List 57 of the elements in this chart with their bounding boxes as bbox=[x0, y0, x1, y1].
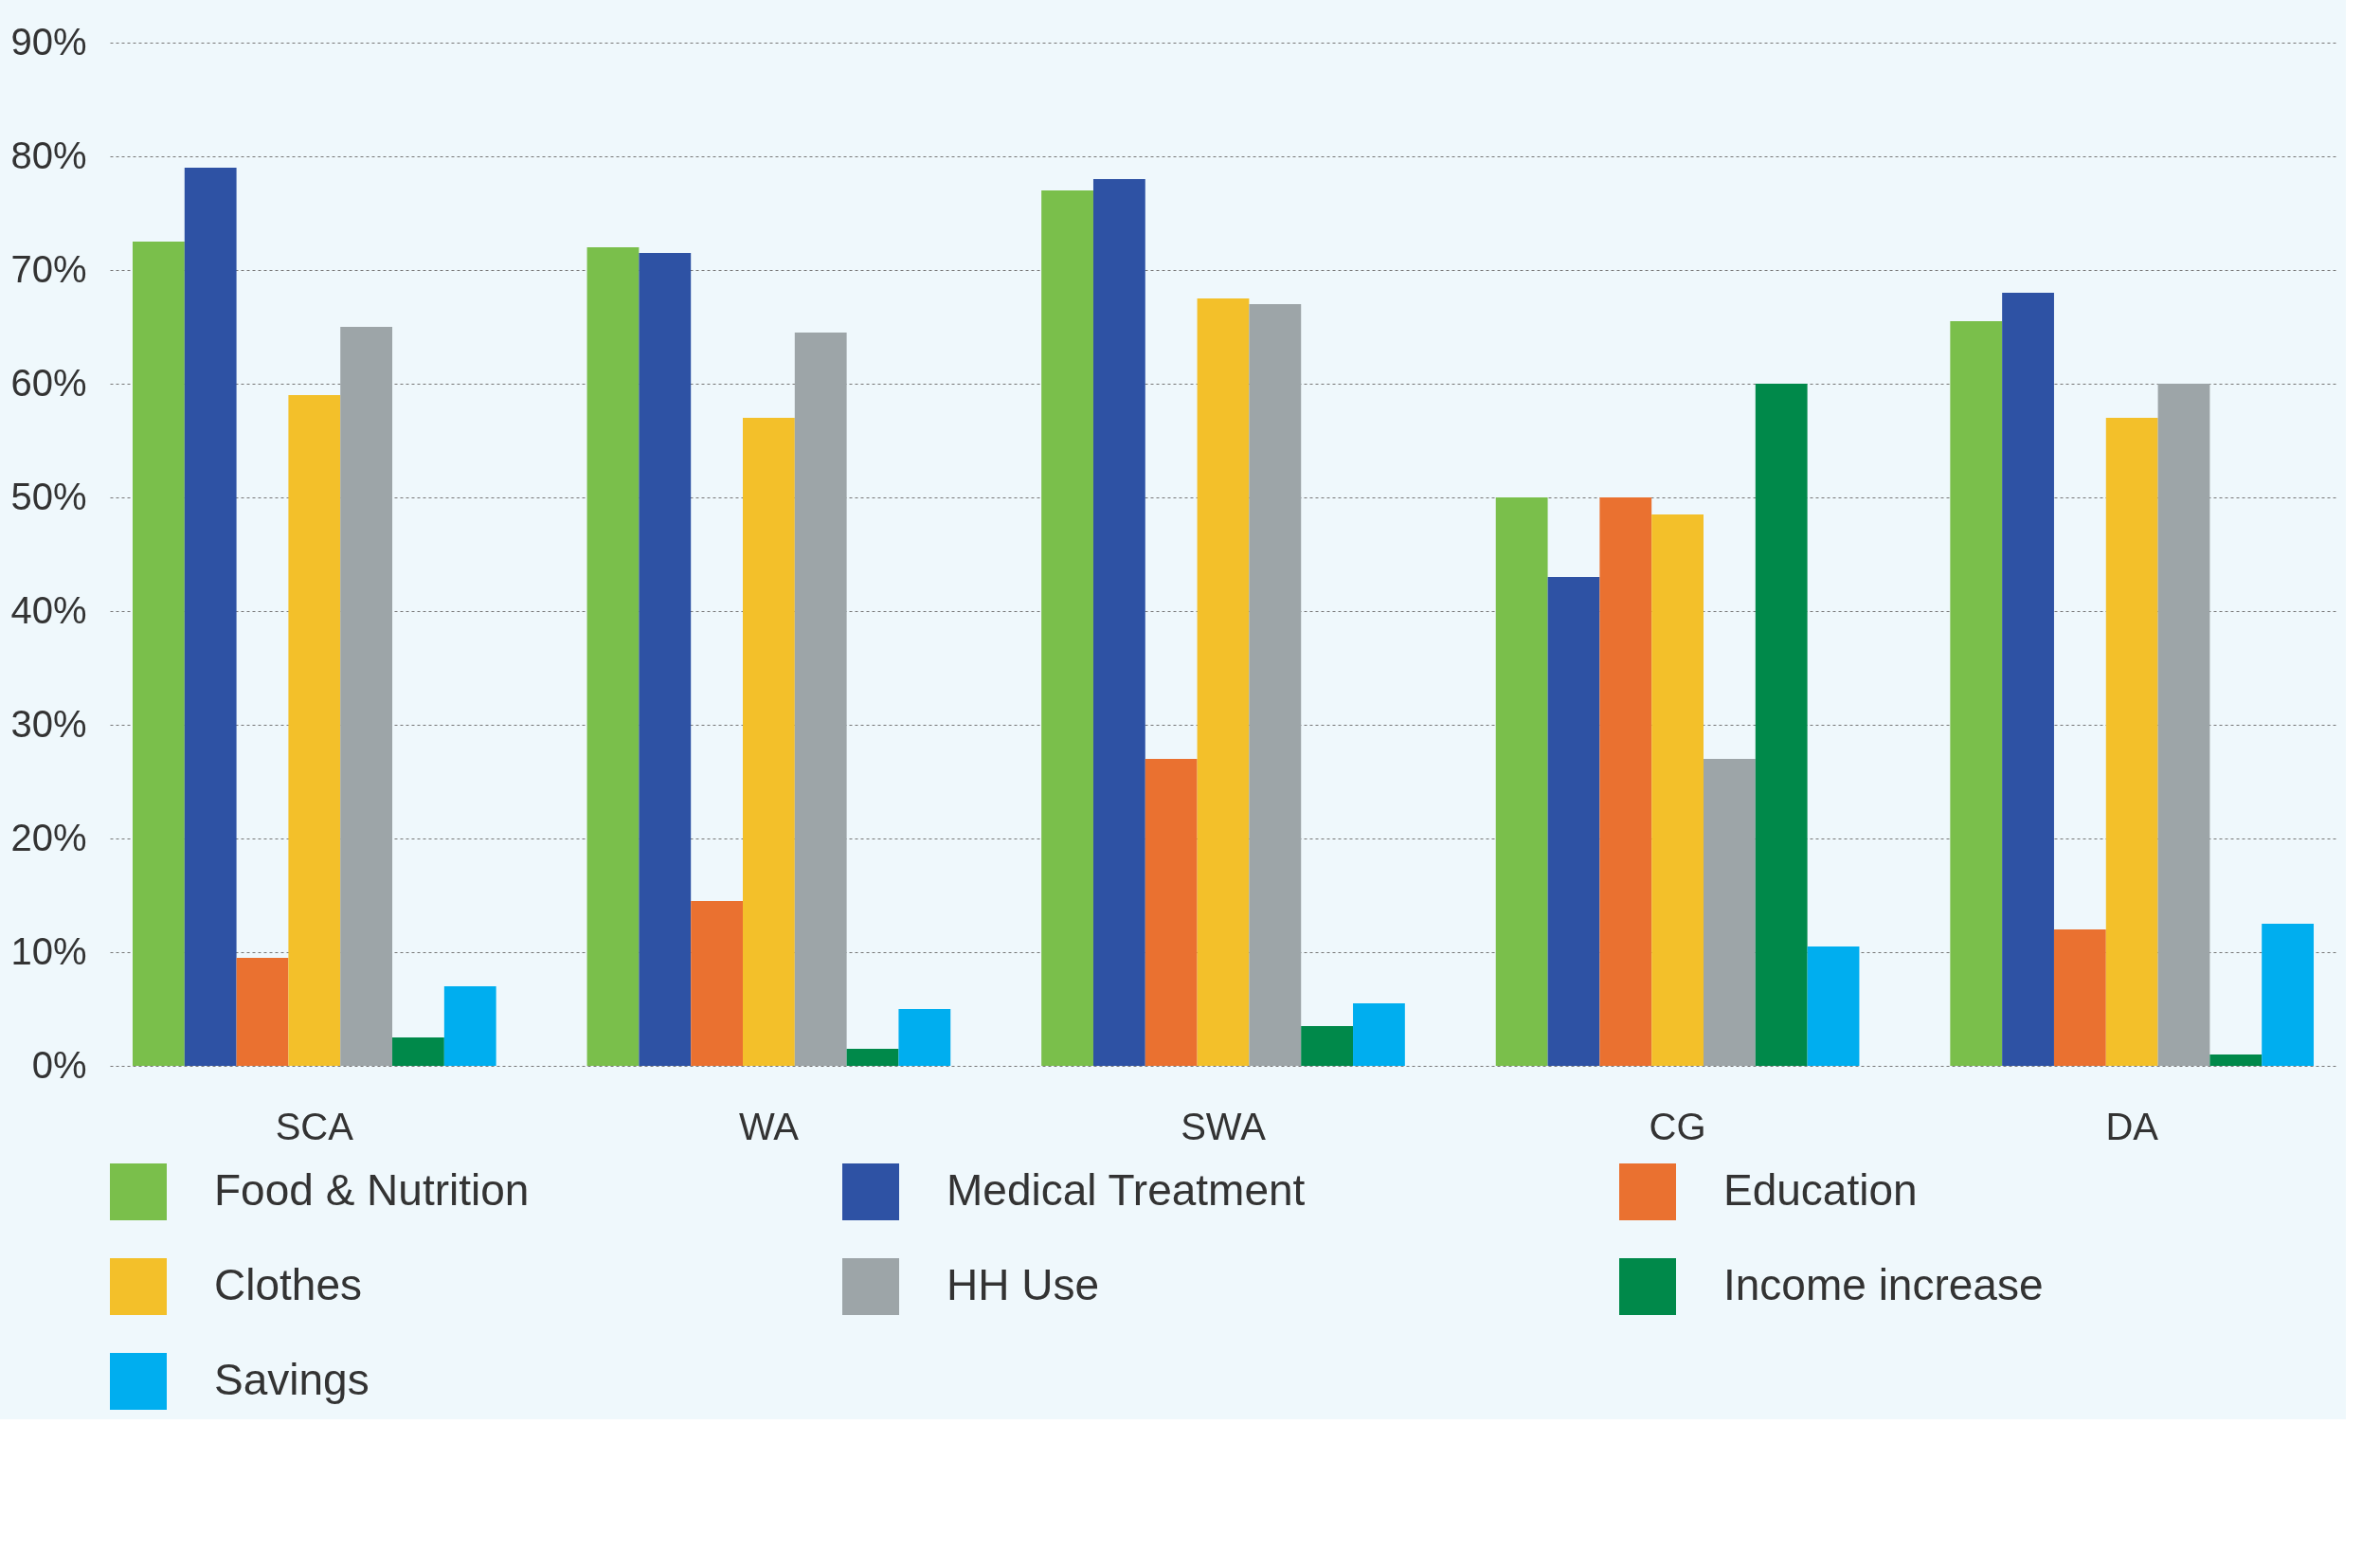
bar bbox=[898, 1009, 951, 1066]
bar bbox=[691, 901, 743, 1066]
bar bbox=[1092, 179, 1145, 1066]
bar bbox=[639, 253, 692, 1066]
y-tick-label: 60% bbox=[10, 361, 87, 404]
legend-label: Food & Nutrition bbox=[214, 1165, 530, 1215]
bar bbox=[2157, 384, 2210, 1066]
bar bbox=[794, 333, 847, 1066]
bar bbox=[1145, 759, 1198, 1066]
bar bbox=[1547, 577, 1600, 1066]
x-tick-label: CG bbox=[1649, 1105, 1706, 1147]
bar bbox=[132, 242, 185, 1066]
legend-label: Clothes bbox=[214, 1260, 362, 1309]
bar bbox=[1704, 759, 1756, 1066]
bar bbox=[1353, 1003, 1405, 1066]
bar bbox=[2262, 924, 2315, 1066]
bar bbox=[1950, 321, 2003, 1066]
bar bbox=[743, 418, 795, 1066]
bar bbox=[1495, 497, 1548, 1066]
bar bbox=[1651, 514, 1704, 1066]
legend-label: Income increase bbox=[1723, 1260, 2044, 1309]
bar bbox=[846, 1049, 899, 1066]
y-tick-label: 70% bbox=[10, 247, 87, 290]
bar bbox=[340, 327, 393, 1066]
bar bbox=[1041, 190, 1093, 1066]
legend-label: Medical Treatment bbox=[947, 1165, 1306, 1215]
bar bbox=[2053, 929, 2106, 1066]
x-tick-label: SWA bbox=[1181, 1105, 1267, 1147]
legend-label: HH Use bbox=[947, 1260, 1100, 1309]
bar bbox=[1807, 946, 1860, 1066]
x-tick-label: DA bbox=[2105, 1105, 2159, 1147]
legend-label: Savings bbox=[214, 1355, 370, 1404]
bar bbox=[2002, 293, 2054, 1066]
y-tick-label: 40% bbox=[10, 588, 87, 631]
y-tick-label: 80% bbox=[10, 134, 87, 176]
bar bbox=[288, 395, 341, 1066]
y-tick-label: 30% bbox=[10, 702, 87, 745]
bar bbox=[1197, 298, 1250, 1066]
y-tick-label: 90% bbox=[10, 20, 87, 63]
bar bbox=[586, 247, 640, 1066]
y-tick-label: 0% bbox=[31, 1043, 87, 1086]
y-tick-label: 50% bbox=[10, 475, 87, 517]
y-tick-label: 10% bbox=[10, 929, 87, 972]
bar bbox=[236, 958, 289, 1066]
bar bbox=[392, 1037, 444, 1066]
bar bbox=[184, 168, 237, 1066]
bar bbox=[1301, 1026, 1354, 1066]
x-tick-label: WA bbox=[738, 1105, 800, 1147]
legend-label: Education bbox=[1723, 1165, 1918, 1215]
x-tick-label: SCA bbox=[275, 1105, 354, 1147]
bar bbox=[443, 986, 496, 1066]
y-tick-label: 20% bbox=[10, 816, 87, 858]
bar bbox=[1249, 304, 1302, 1066]
bar bbox=[1755, 384, 1808, 1066]
bar bbox=[2209, 1054, 2263, 1066]
bar bbox=[2105, 418, 2158, 1066]
bar bbox=[1599, 497, 1652, 1066]
